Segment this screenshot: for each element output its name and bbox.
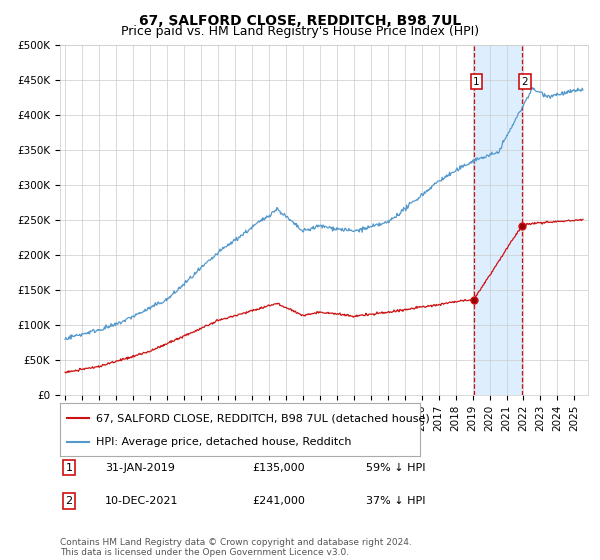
Text: HPI: Average price, detached house, Redditch: HPI: Average price, detached house, Redd… [96, 436, 352, 446]
Text: 67, SALFORD CLOSE, REDDITCH, B98 7UL (detached house): 67, SALFORD CLOSE, REDDITCH, B98 7UL (de… [96, 413, 430, 423]
Bar [474, 45, 523, 395]
Text: Contains HM Land Registry data © Crown copyright and database right 2024.
This d: Contains HM Land Registry data © Crown c… [60, 538, 412, 557]
Text: £241,000: £241,000 [252, 496, 305, 506]
Text: £135,000: £135,000 [252, 463, 305, 473]
Text: Price paid vs. HM Land Registry's House Price Index (HPI): Price paid vs. HM Land Registry's House … [121, 25, 479, 38]
Text: 2: 2 [522, 77, 529, 87]
Text: 10-DEC-2021: 10-DEC-2021 [105, 496, 179, 506]
Text: 59% ↓ HPI: 59% ↓ HPI [366, 463, 425, 473]
Text: 1: 1 [473, 77, 480, 87]
Text: 1: 1 [65, 463, 73, 473]
Text: 2: 2 [65, 496, 73, 506]
Text: 31-JAN-2019: 31-JAN-2019 [105, 463, 175, 473]
Text: 37% ↓ HPI: 37% ↓ HPI [366, 496, 425, 506]
Text: 67, SALFORD CLOSE, REDDITCH, B98 7UL: 67, SALFORD CLOSE, REDDITCH, B98 7UL [139, 14, 461, 28]
